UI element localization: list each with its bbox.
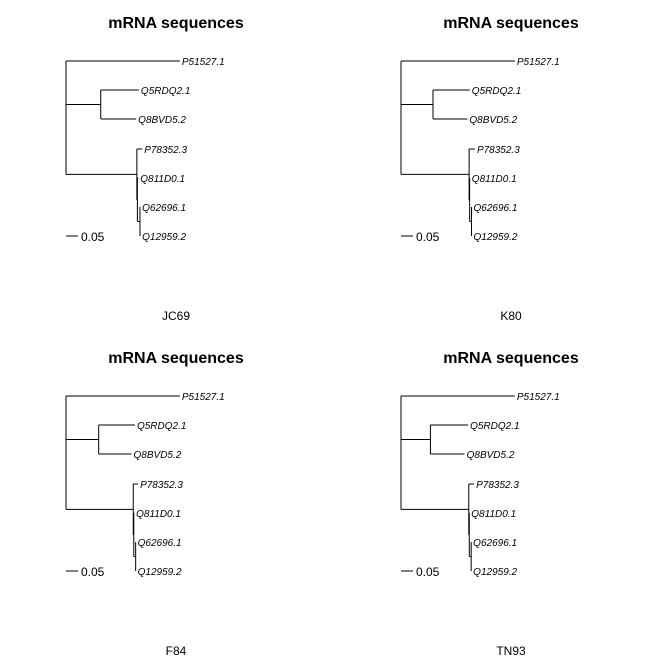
model-label: JC69 [162,309,190,323]
tip-label: Q8BVD5.2 [138,115,186,126]
tip-label: P78352.3 [476,480,519,491]
tip-label: P78352.3 [140,480,183,491]
tip-label: P51527.1 [517,392,560,403]
tip-label: Q62696.1 [474,203,518,214]
tip-label: Q811D0.1 [471,509,516,520]
tip-label: Q5RDQ2.1 [141,86,190,97]
tip-label: Q12959.2 [473,567,517,578]
tip-label: Q8BVD5.2 [134,450,182,461]
tip-label: Q5RDQ2.1 [470,421,519,432]
tip-label: Q8BVD5.2 [467,450,515,461]
scale-bar-label: 0.05 [416,565,440,579]
scale-bar-label: 0.05 [81,565,105,579]
tip-label: Q8BVD5.2 [469,115,517,126]
tip-label: Q62696.1 [473,538,517,549]
tip-label: Q811D0.1 [472,174,517,185]
tree-panel-tn93: mRNA sequences P51527.1 Q5RDQ2.1 Q8BVD5.2 P7… [400,350,579,658]
tip-label: Q62696.1 [142,203,186,214]
tree-panel-k80: mRNA sequences P51527.1 Q5RDQ2.1 Q8BVD5.2 P7… [400,15,579,323]
tip-label: P78352.3 [144,145,187,156]
scale-bar-label: 0.05 [81,230,105,244]
tree-panel-f84: mRNA sequences P51527.1 Q5RDQ2.1 Q8BVD5.2 P7… [65,350,244,658]
tip-label: Q62696.1 [138,538,182,549]
model-label: TN93 [496,644,526,658]
panel-title: mRNA sequences [443,350,579,367]
tip-label: P78352.3 [477,145,520,156]
panel-title: mRNA sequences [108,15,244,32]
tip-label: P51527.1 [182,392,225,403]
tip-label: Q5RDQ2.1 [472,86,521,97]
model-label: F84 [166,644,187,658]
panel-title: mRNA sequences [443,15,579,32]
tip-label: Q12959.2 [138,567,182,578]
tip-label: Q811D0.1 [140,174,185,185]
model-label: K80 [500,309,522,323]
tip-label: Q12959.2 [474,232,518,243]
tip-label: P51527.1 [182,57,225,68]
tip-label: Q811D0.1 [136,509,181,520]
tip-label: Q12959.2 [142,232,186,243]
scale-bar-label: 0.05 [416,230,440,244]
tip-label: P51527.1 [517,57,560,68]
tree-panel-jc69: mRNA sequences P51527.1 Q5RDQ2.1 Q8BVD5.2 P7… [65,15,244,323]
panel-title: mRNA sequences [108,350,244,367]
tip-label: Q5RDQ2.1 [137,421,186,432]
